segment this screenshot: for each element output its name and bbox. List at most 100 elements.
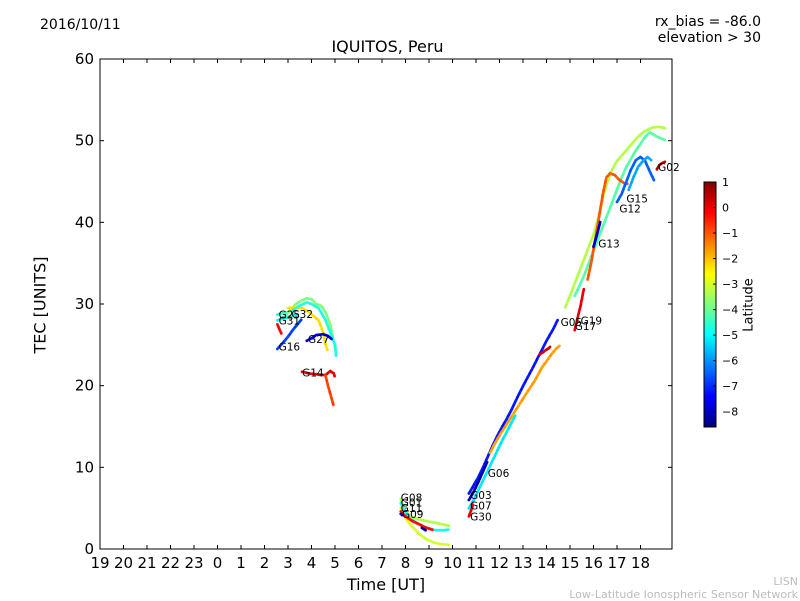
x-tick-label: 9 bbox=[424, 554, 434, 572]
satellite-label: G14 bbox=[302, 368, 324, 380]
receiver-info: rx_bias = -86.0 elevation > 30 bbox=[655, 14, 761, 46]
x-tick-label: 20 bbox=[114, 554, 133, 572]
colorbar-tick-label: −7 bbox=[722, 380, 738, 393]
series-g17b bbox=[586, 171, 629, 281]
y-tick-label: 60 bbox=[75, 50, 94, 68]
series-g05 bbox=[563, 125, 667, 309]
data-point bbox=[471, 503, 475, 507]
footer-line-1: LISN bbox=[773, 575, 798, 588]
satellite-label: G19 bbox=[581, 315, 603, 327]
colorbar-tick-label: −6 bbox=[722, 355, 738, 368]
satellite-label: G13 bbox=[598, 239, 620, 251]
footer-credit: LISN Low-Latitude Ionospheric Sensor Net… bbox=[569, 575, 798, 601]
data-point bbox=[326, 348, 329, 352]
series-g09b bbox=[399, 512, 404, 517]
colorbar-gradient bbox=[703, 181, 717, 428]
satellite-label: G15 bbox=[626, 194, 648, 206]
data-point bbox=[598, 220, 602, 224]
y-tick-label: 0 bbox=[84, 540, 94, 558]
colorbar-tick-label: −5 bbox=[722, 329, 738, 342]
data-point bbox=[447, 528, 450, 531]
data-point bbox=[663, 138, 667, 142]
data-point bbox=[485, 460, 489, 464]
series-g13 bbox=[592, 220, 602, 249]
y-tick-label: 40 bbox=[75, 213, 94, 231]
data-point bbox=[330, 337, 333, 341]
series-g30 bbox=[467, 503, 475, 518]
series-g27 bbox=[305, 332, 333, 343]
data-point bbox=[430, 528, 434, 532]
data-point bbox=[663, 160, 667, 164]
series-g31 bbox=[276, 313, 298, 322]
x-tick-label: 8 bbox=[401, 554, 411, 572]
data-point bbox=[424, 528, 427, 532]
elevation-label: elevation > 30 bbox=[657, 30, 761, 46]
satellite-label: G08 bbox=[401, 493, 423, 505]
series-g06 bbox=[467, 460, 489, 502]
series-g09 bbox=[399, 510, 434, 532]
satellite-label: G16 bbox=[279, 341, 301, 353]
x-tick-label: 19 bbox=[90, 554, 109, 572]
series-g19 bbox=[573, 131, 667, 298]
data-point bbox=[652, 178, 656, 182]
series-g07b bbox=[488, 344, 561, 454]
data-point bbox=[556, 318, 559, 322]
y-tick-label: 50 bbox=[75, 132, 94, 150]
colorbar-tick-label: −8 bbox=[722, 406, 738, 419]
satellite-label: G03 bbox=[470, 490, 492, 502]
x-tick-label: 22 bbox=[161, 554, 180, 572]
satellite-label: G07 bbox=[470, 501, 492, 513]
data-point bbox=[513, 414, 517, 418]
rx-bias-label: rx_bias = -86.0 bbox=[654, 14, 761, 30]
x-tick-label: 16 bbox=[584, 554, 603, 572]
x-tick-label: 3 bbox=[283, 554, 293, 572]
colorbar-tick-label: −3 bbox=[722, 278, 738, 291]
series-g14 bbox=[300, 369, 336, 378]
x-tick-label: 1 bbox=[236, 554, 246, 572]
y-tick-label: 30 bbox=[75, 295, 94, 313]
x-tick-label: 21 bbox=[137, 554, 156, 572]
x-tick-label: 18 bbox=[631, 554, 650, 572]
data-point bbox=[333, 374, 336, 378]
x-tick-label: 5 bbox=[330, 554, 340, 572]
chart-title: IQUITOS, Peru bbox=[331, 37, 444, 56]
data-point bbox=[582, 287, 586, 291]
x-tick-label: 7 bbox=[377, 554, 387, 572]
series-g17c bbox=[538, 345, 552, 356]
colorbar-tick-label: −4 bbox=[722, 304, 738, 317]
x-tick-label: 14 bbox=[537, 554, 556, 572]
data-point bbox=[294, 313, 298, 317]
x-tick-label: 17 bbox=[607, 554, 626, 572]
satellite-label: G01 bbox=[401, 497, 423, 509]
x-axis-label: Time [UT] bbox=[346, 575, 426, 594]
x-tick-label: 13 bbox=[513, 554, 532, 572]
satellite-label: G30 bbox=[470, 511, 492, 523]
satellite-label: G06 bbox=[488, 468, 510, 480]
series-g02 bbox=[655, 160, 667, 171]
data-point bbox=[649, 158, 653, 162]
satellite-label: G31 bbox=[279, 315, 301, 327]
satellite-label: G11 bbox=[401, 503, 423, 515]
x-tick-label: 11 bbox=[466, 554, 485, 572]
data-point bbox=[332, 403, 335, 407]
date-label: 2016/10/11 bbox=[40, 17, 121, 33]
series-g16 bbox=[276, 318, 303, 351]
series-g03 bbox=[467, 318, 559, 495]
satellite-label: G27 bbox=[308, 334, 330, 346]
x-tick-label: 2 bbox=[260, 554, 270, 572]
x-tick-label: 23 bbox=[184, 554, 203, 572]
data-point bbox=[663, 126, 667, 130]
satellite-label: G09 bbox=[402, 509, 424, 521]
plot-frame bbox=[99, 58, 673, 550]
data-point bbox=[558, 344, 561, 348]
colorbar: 1 0 −1 −2 −3 −4 −5 −6 −7 −8 bbox=[703, 176, 738, 428]
series-g07 bbox=[467, 414, 517, 510]
satellite-label: G12 bbox=[619, 203, 641, 215]
series-g14b bbox=[324, 374, 335, 407]
x-tick-label: 0 bbox=[213, 554, 223, 572]
x-tick-label: 4 bbox=[307, 554, 317, 572]
colorbar-tick-label: −2 bbox=[722, 253, 738, 266]
series-g15 bbox=[627, 155, 653, 192]
data-point bbox=[447, 524, 451, 528]
